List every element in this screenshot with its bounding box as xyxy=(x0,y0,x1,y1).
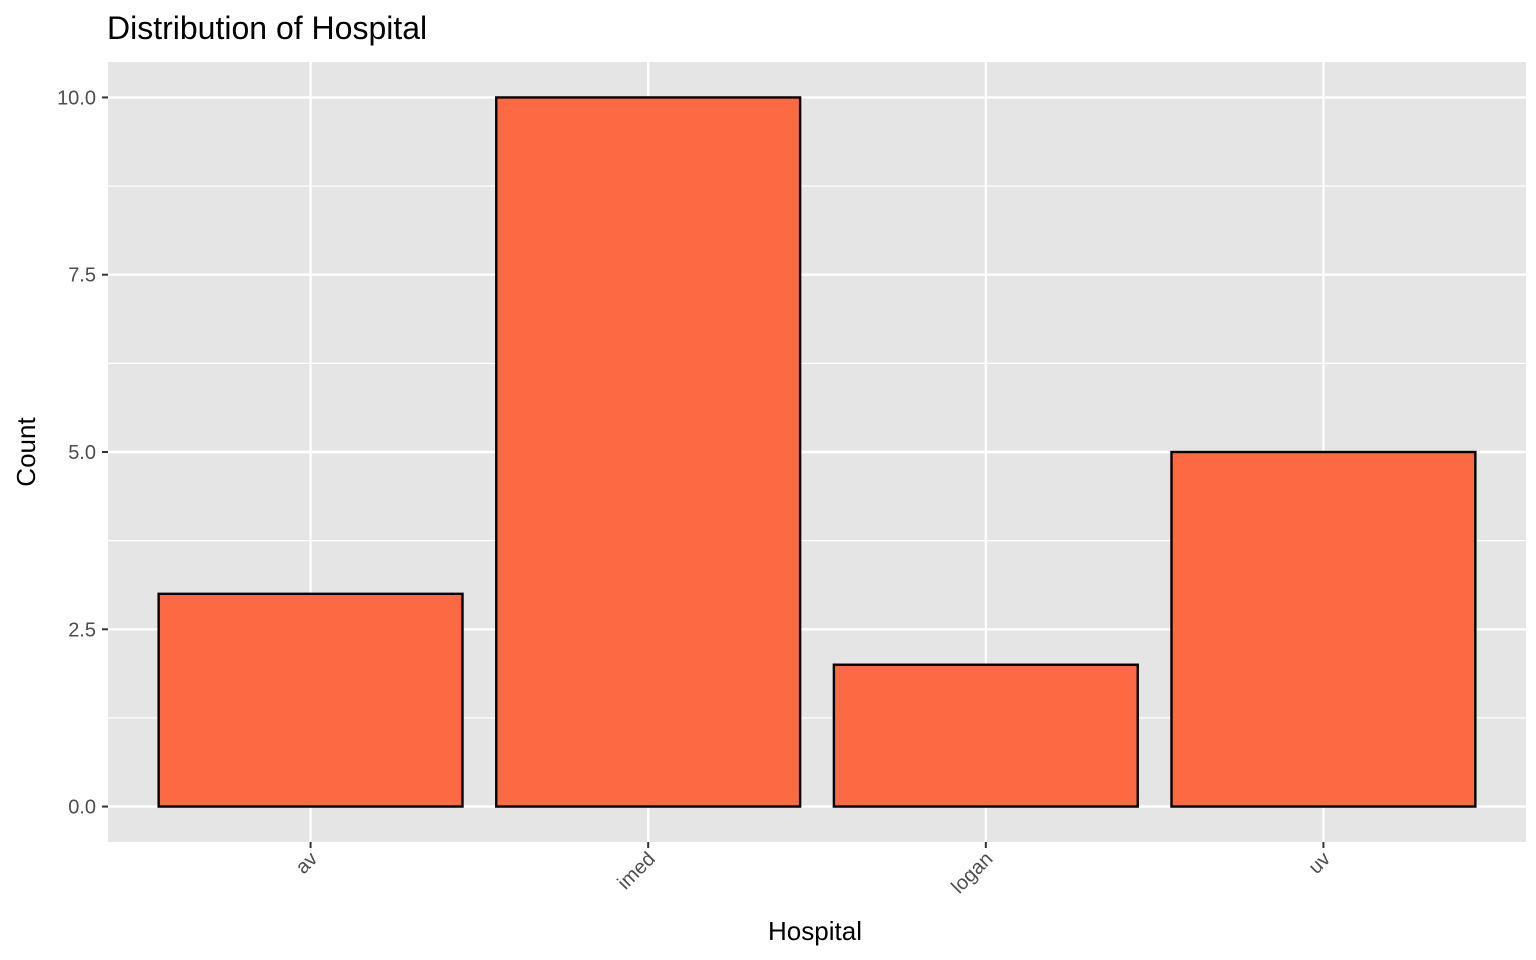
bar-uv xyxy=(1170,450,1477,808)
y-tick-label: 7.5 xyxy=(68,265,96,287)
x-tick-label: imed xyxy=(614,848,660,894)
x-tick-label: uv xyxy=(1304,848,1334,878)
bars xyxy=(157,96,1477,808)
x-tick-label: logan xyxy=(947,848,997,898)
y-tick-label: 10.0 xyxy=(57,87,96,109)
y-tick-label: 5.0 xyxy=(68,442,96,464)
x-axis: av imed logan uv xyxy=(292,842,1335,898)
y-tick-label: 0.0 xyxy=(68,797,96,819)
bar-av xyxy=(157,592,464,808)
x-axis-title: Hospital xyxy=(768,916,862,946)
y-axis-title: Count xyxy=(11,417,41,487)
chart-title: Distribution of Hospital xyxy=(107,10,427,46)
bar-logan xyxy=(832,663,1139,808)
y-axis: 0.0 2.5 5.0 7.5 10.0 xyxy=(57,87,108,819)
bar-imed xyxy=(495,96,802,808)
y-tick-label: 2.5 xyxy=(68,619,96,641)
x-tick-label: av xyxy=(292,848,322,878)
